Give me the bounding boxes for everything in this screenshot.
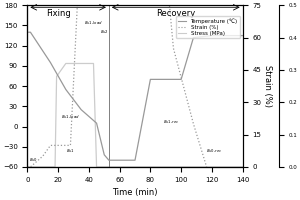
Text: $\varepsilon_{s2}$: $\varepsilon_{s2}$ [100,29,108,36]
Y-axis label: Strain (%): Strain (%) [263,65,272,107]
Text: $\varepsilon_{s1, load}$: $\varepsilon_{s1, load}$ [84,20,103,27]
Text: Recovery: Recovery [156,9,195,18]
Text: $\varepsilon_{s0, rec}$: $\varepsilon_{s0, rec}$ [206,148,223,155]
Legend: Temperature (℃), Strain (%), Stress (MPa): Temperature (℃), Strain (%), Stress (MPa… [176,16,240,38]
Text: $\varepsilon_{s0}$: $\varepsilon_{s0}$ [29,157,38,164]
Text: $\varepsilon_{s1, rec}$: $\varepsilon_{s1, rec}$ [163,119,179,126]
X-axis label: Time (min): Time (min) [112,188,158,197]
Text: $\varepsilon_{s1, load}$: $\varepsilon_{s1, load}$ [61,114,80,121]
Text: Fixing: Fixing [46,9,71,18]
Text: $\varepsilon_{s1}$: $\varepsilon_{s1}$ [66,147,75,155]
